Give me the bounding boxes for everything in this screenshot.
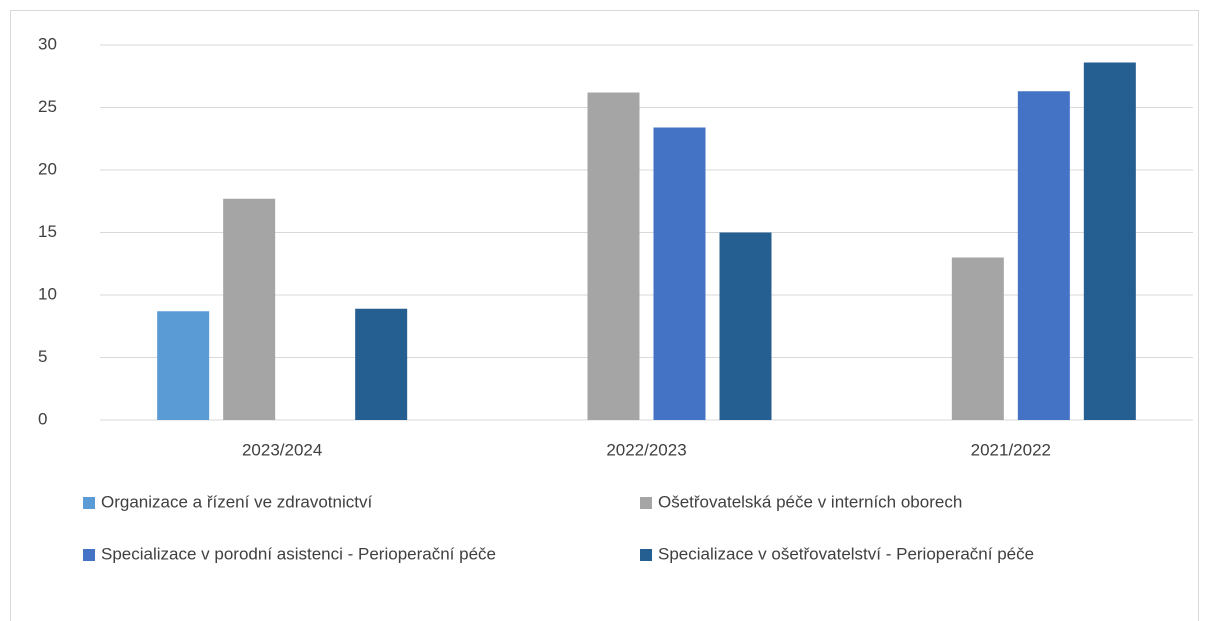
bar: [653, 127, 706, 420]
legend-swatch: [83, 497, 95, 509]
y-tick-label: 20: [38, 159, 57, 178]
x-tick-label: 2021/2022: [971, 440, 1051, 459]
bar: [587, 92, 640, 420]
bar: [719, 232, 772, 420]
legend-swatch: [640, 497, 652, 509]
bar: [223, 198, 276, 420]
legend-label: Specializace v porodní asistenci - Perio…: [101, 544, 496, 563]
legend-swatch: [83, 549, 95, 561]
x-tick-label: 2023/2024: [242, 440, 322, 459]
bar: [1083, 62, 1136, 420]
y-tick-label: 0: [38, 409, 47, 428]
legend-swatch: [640, 549, 652, 561]
y-tick-label: 25: [38, 97, 57, 116]
legend-label: Ošetřovatelská péče v interních oborech: [658, 492, 962, 511]
x-tick-label: 2022/2023: [606, 440, 686, 459]
bar: [1017, 91, 1070, 420]
y-tick-label: 30: [38, 34, 57, 53]
bar: [157, 311, 210, 420]
y-tick-label: 5: [38, 347, 47, 366]
bar: [355, 308, 408, 420]
legend-label: Specializace v ošetřovatelství - Periope…: [658, 544, 1034, 563]
bar: [951, 257, 1004, 420]
y-tick-label: 15: [38, 222, 57, 241]
legend-label: Organizace a řízení ve zdravotnictví: [101, 492, 372, 511]
y-tick-label: 10: [38, 284, 57, 303]
